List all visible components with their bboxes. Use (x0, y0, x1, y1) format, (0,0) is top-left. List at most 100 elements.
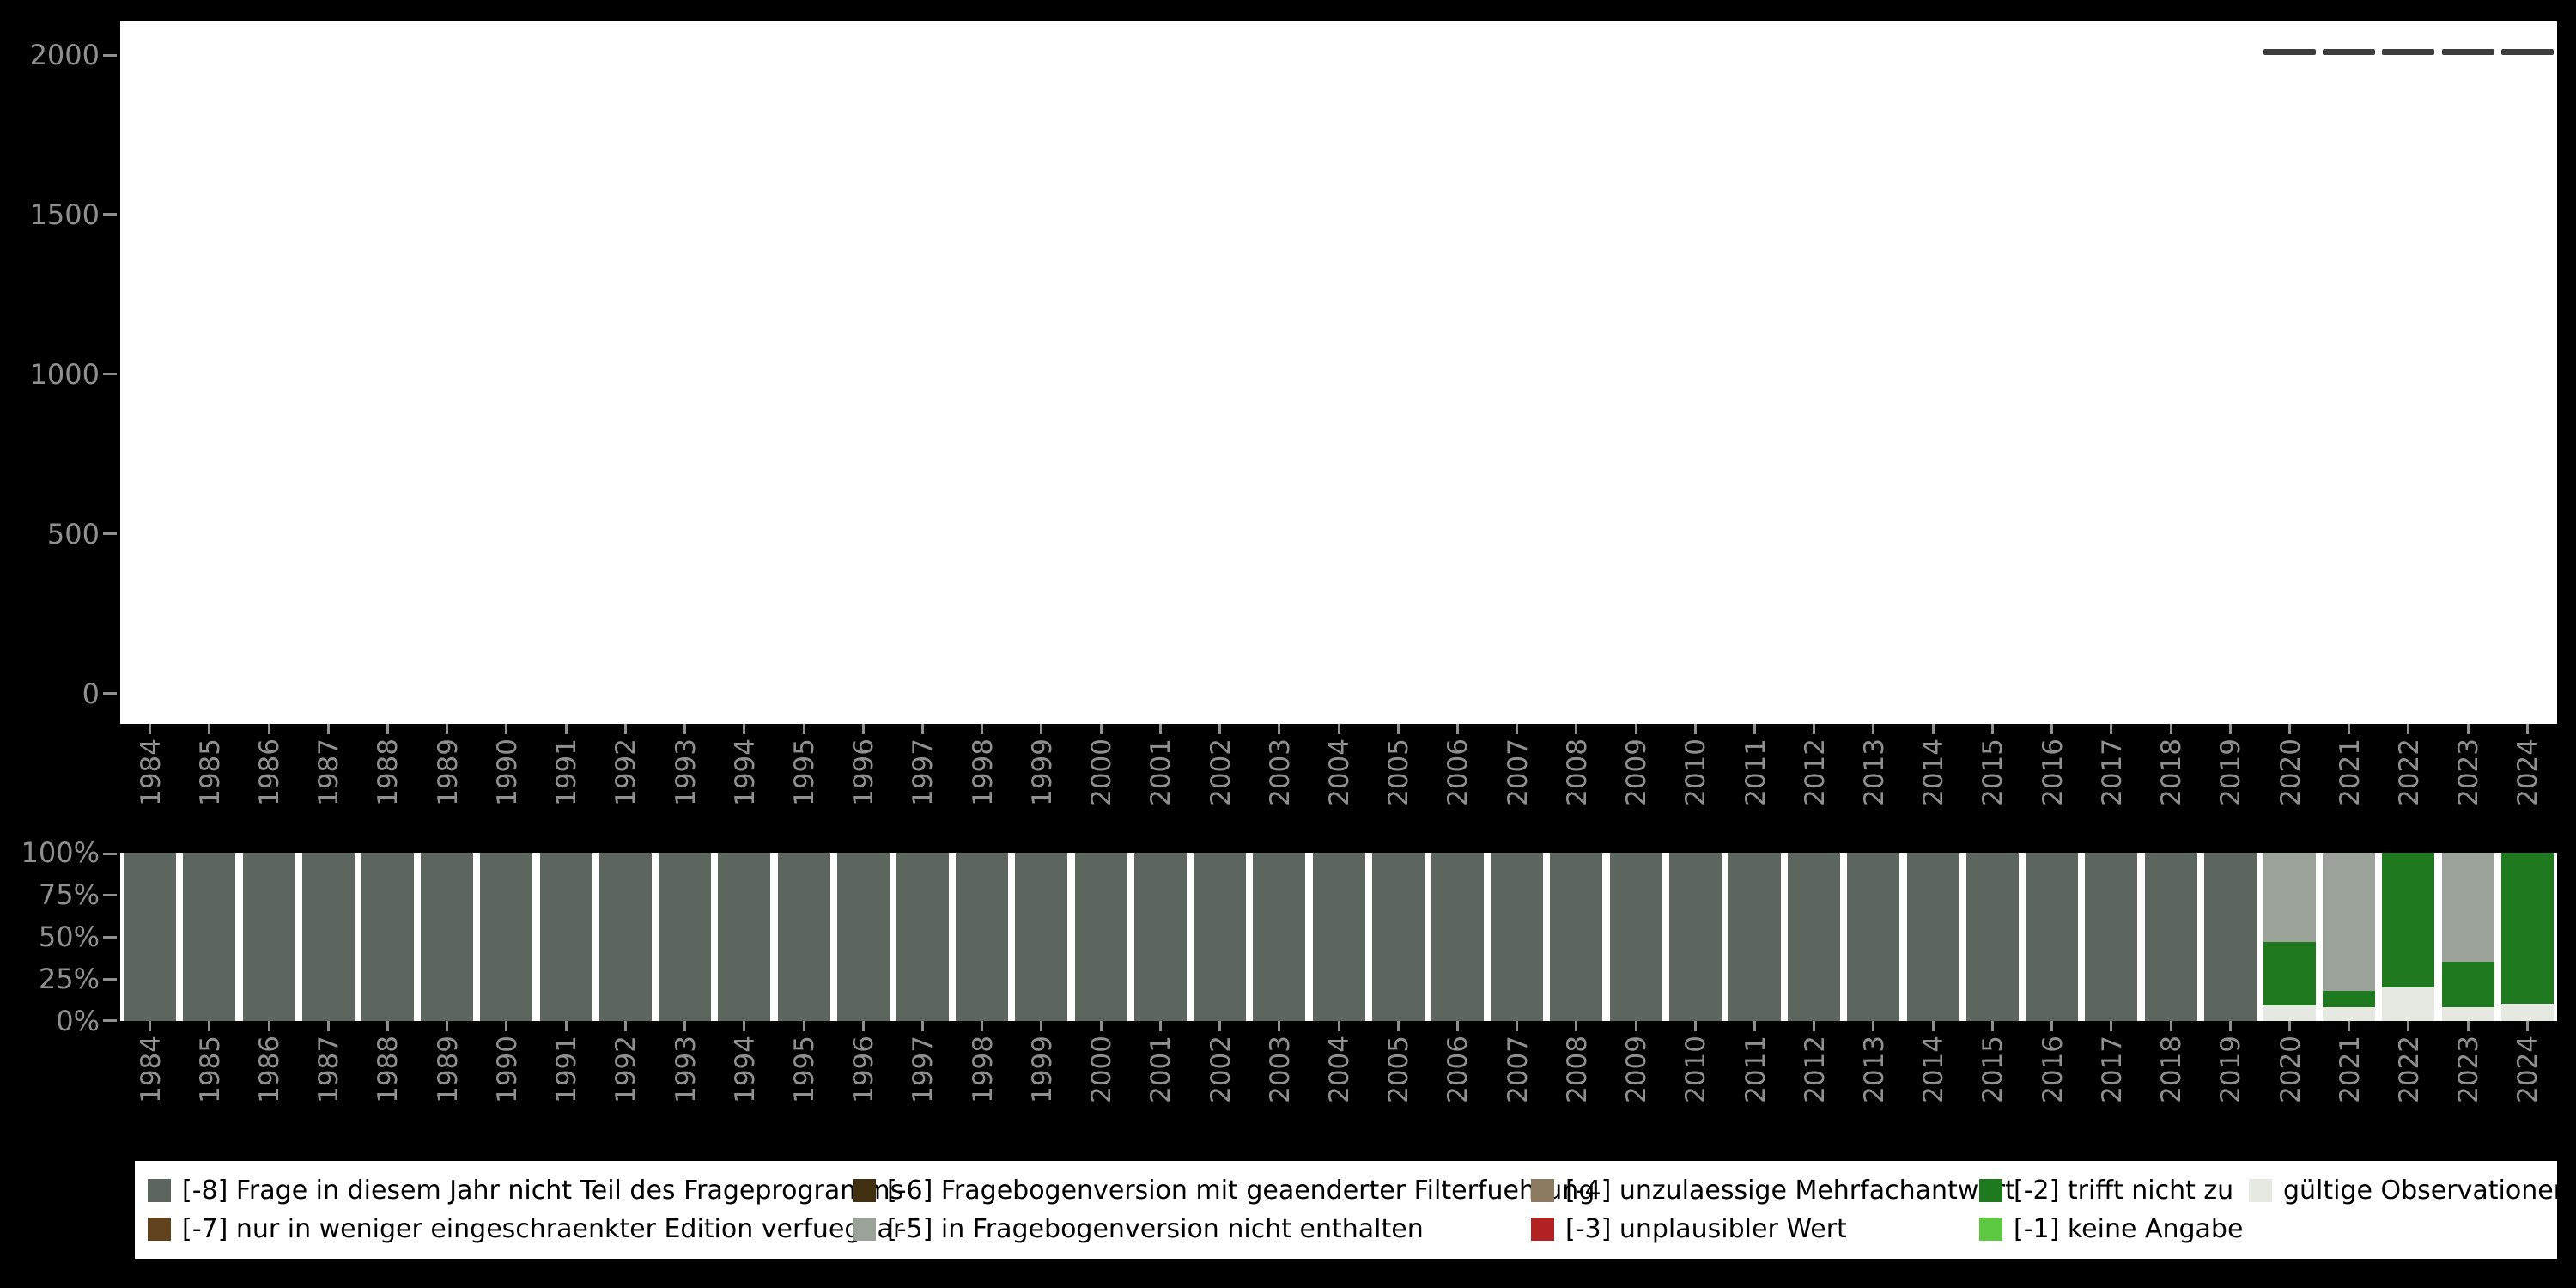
year-label: 1986 (254, 738, 286, 806)
year-label: 2018 (2156, 738, 2188, 806)
percent-axis-tick (103, 1019, 117, 1022)
observation-count-dash (2323, 48, 2376, 55)
bar-segment-minus8-2015 (1965, 853, 2019, 1021)
y-axis-label: 500 (46, 517, 100, 550)
legend-item-minus5: [-5] in Fragebogenversion nicht enthalte… (853, 1214, 1531, 1244)
legend-item-minus4: [-4] unzulaessige Mehrfachantwort (1531, 1176, 2015, 1206)
year-label: 1995 (789, 1036, 821, 1103)
legend-label: [-3] unplausibler Wert (1565, 1214, 1847, 1244)
x-axis-tick (2348, 724, 2351, 734)
x-axis-tick (564, 724, 568, 734)
x-axis-tick (2228, 724, 2232, 734)
legend-label: [-8] Frage in diesem Jahr nicht Teil des… (182, 1176, 904, 1206)
year-label: 2012 (1799, 738, 1831, 806)
legend-swatch-minus8 (148, 1179, 171, 1202)
year-label: 1996 (848, 1036, 880, 1103)
bar-segment-minus8-1986 (242, 853, 295, 1021)
year-label: 2010 (1680, 738, 1712, 806)
x-axis-tick (564, 1021, 568, 1031)
bar-segment-minus8-2006 (1431, 853, 1484, 1021)
legend-swatch-minus2 (1979, 1179, 2002, 1202)
x-axis-tick (1218, 1021, 1222, 1031)
year-label: 1998 (967, 738, 999, 806)
year-label: 2004 (1324, 1036, 1355, 1103)
legend-swatch-minus4 (1531, 1179, 1554, 1202)
year-label: 2022 (2393, 738, 2425, 806)
frequency-chart-panel (120, 21, 2557, 724)
x-axis-tick (2050, 1021, 2054, 1031)
observation-count-dash (2441, 48, 2494, 55)
x-axis-tick (149, 724, 152, 734)
bar-segment-minus8-1985 (183, 853, 236, 1021)
year-label: 2015 (1978, 738, 2009, 806)
bar-segment-minus8-2005 (1371, 853, 1425, 1021)
x-axis-tick (1753, 1021, 1757, 1031)
x-axis-tick (1575, 1021, 1578, 1031)
bar-segment-minus8-2007 (1491, 853, 1544, 1021)
year-label: 2007 (1502, 738, 1534, 806)
bar-segment-minus8-2004 (1312, 853, 1365, 1021)
year-label: 2000 (1086, 738, 1118, 806)
observation-count-dash (2500, 48, 2554, 55)
percent-axis-label: 25% (38, 963, 100, 995)
year-label: 1995 (789, 738, 821, 806)
year-label: 2002 (1205, 738, 1236, 806)
x-axis-tick (1099, 1021, 1103, 1031)
x-axis-tick (267, 1021, 270, 1031)
year-label: 1990 (491, 738, 523, 806)
year-label: 1997 (908, 738, 939, 806)
bar-segment-minus8-2018 (2144, 853, 2197, 1021)
x-axis-tick (1040, 724, 1043, 734)
year-label: 1994 (729, 738, 761, 806)
year-label: 2016 (2037, 738, 2069, 806)
legend-item-minus2: [-2] trifft nicht zu (1979, 1176, 2249, 1206)
bar-segment-valid-2020 (2263, 1005, 2316, 1021)
x-axis-tick (2466, 724, 2470, 734)
year-label: 2010 (1680, 1036, 1712, 1103)
bar-segment-minus8-2008 (1550, 853, 1603, 1021)
year-label: 2005 (1383, 1036, 1415, 1103)
x-axis-tick (1990, 724, 1994, 734)
bar-segment-minus8-2010 (1668, 853, 1722, 1021)
x-axis-tick (1813, 1021, 1816, 1031)
year-label: 1994 (729, 1036, 761, 1103)
bar-segment-minus2-2022 (2382, 853, 2435, 987)
percent-axis-tick (103, 935, 117, 939)
x-axis-tick (1455, 1021, 1459, 1031)
bar-segment-minus8-2013 (1847, 853, 1900, 1021)
year-label: 2008 (1561, 738, 1593, 806)
bar-segment-minus8-2002 (1194, 853, 1247, 1021)
year-label: 2017 (2096, 1036, 2128, 1103)
year-label: 1996 (848, 738, 880, 806)
legend-swatch-valid (2249, 1179, 2272, 1202)
x-axis-tick (1753, 724, 1757, 734)
x-axis-tick (1040, 1021, 1043, 1031)
year-label: 2012 (1799, 1036, 1831, 1103)
bar-segment-minus8-2014 (1906, 853, 1959, 1021)
x-axis-tick (802, 1021, 805, 1031)
year-label: 1989 (432, 1036, 464, 1103)
year-label: 2020 (2275, 1036, 2306, 1103)
bar-segment-minus8-1999 (1015, 853, 1068, 1021)
x-axis-tick (1455, 724, 1459, 734)
x-axis-tick (446, 1021, 449, 1031)
year-label: 2015 (1978, 1036, 2009, 1103)
bar-segment-minus2-2020 (2263, 941, 2316, 1006)
y-axis-label: 1500 (29, 197, 100, 231)
year-label: 1984 (135, 738, 167, 806)
bar-segment-minus8-1994 (718, 853, 771, 1021)
legend-label: [-1] keine Angabe (2014, 1214, 2244, 1244)
year-label: 2021 (2334, 738, 2366, 806)
bar-segment-minus2-2023 (2441, 962, 2494, 1008)
year-label: 2005 (1383, 738, 1415, 806)
x-axis-tick (208, 1021, 211, 1031)
x-axis-tick (2525, 724, 2529, 734)
x-axis-tick (1158, 724, 1162, 734)
year-label: 1988 (373, 1036, 404, 1103)
x-axis-tick (326, 724, 330, 734)
year-label: 2003 (1264, 1036, 1296, 1103)
bar-segment-valid-2024 (2500, 1004, 2554, 1021)
x-axis-tick (1693, 724, 1697, 734)
year-label: 2011 (1740, 1036, 1771, 1103)
x-axis-tick (1575, 724, 1578, 734)
